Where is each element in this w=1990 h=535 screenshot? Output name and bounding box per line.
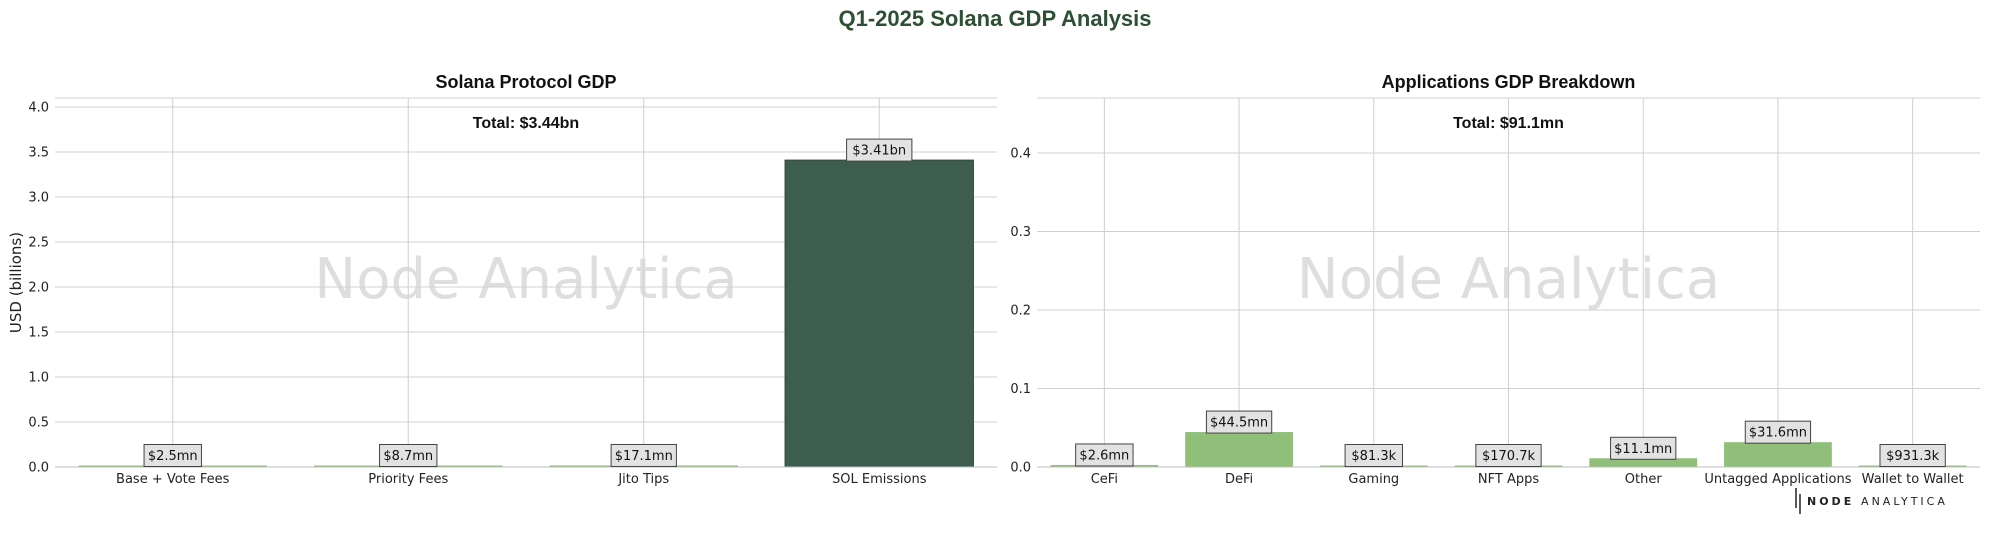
panel1-x-tick-label: Base + Vote Fees — [116, 472, 230, 487]
panel2-title: Applications GDP Breakdown — [1382, 72, 1636, 92]
panel2-x-tick-label: Untagged Applications — [1704, 472, 1851, 487]
panel1-data-label: $3.41bn — [852, 144, 906, 159]
panel2-data-label: $81.3k — [1351, 449, 1396, 464]
panel2-bar-defi — [1185, 432, 1293, 467]
panel2-y-tick-label: 0.1 — [1010, 382, 1031, 397]
panel2-x-tick-label: Other — [1625, 472, 1663, 487]
panel1-x-tick-label: Priority Fees — [368, 472, 448, 487]
panel2-bar-other — [1589, 458, 1698, 467]
panel1-title: Solana Protocol GDP — [435, 72, 616, 92]
panel2-y-tick-label: 0.3 — [1010, 225, 1031, 240]
panel2-data-label: $2.6mn — [1079, 448, 1129, 463]
panel1-y-axis-label: USD (billions) — [7, 232, 25, 333]
panel1-y-tick-label: 0.0 — [28, 461, 49, 476]
panel2-y-tick-label: 0.4 — [1010, 146, 1031, 161]
panel1-y-tick-label: 2.0 — [28, 281, 49, 296]
panel1-data-label-box — [143, 444, 202, 467]
panel2-x-tick-label: CeFi — [1091, 472, 1118, 487]
panel2-data-label: $931.3k — [1886, 449, 1939, 464]
panel2-data-label-box — [1344, 444, 1403, 467]
panel1-y-tick-label: 2.5 — [28, 236, 49, 251]
panel2-x-tick-label: Gaming — [1348, 472, 1399, 487]
panel1-data-label: $8.7mn — [383, 449, 433, 464]
panel1-y-tick-label: 3.5 — [28, 146, 49, 161]
panel1-watermark: Node Analytica — [314, 247, 737, 312]
panel2-data-label-box — [1475, 444, 1542, 467]
panel2-x-tick-label: Wallet to Wallet — [1862, 472, 1964, 487]
panel1-data-label-box — [610, 443, 677, 467]
panel1-data-label-box — [379, 444, 438, 467]
logo-wordmark: NODE ANALYTICA — [1807, 495, 1948, 508]
panel1-x-tick-label: SOL Emissions — [832, 472, 927, 487]
panel2-data-label-box — [1075, 443, 1134, 467]
panel2-data-label-box — [1610, 436, 1677, 460]
panel1-bar-sol-emissions — [784, 159, 974, 468]
panel1-x-tick-label: Jito Tips — [617, 472, 669, 487]
panel2-y-tick-label: 0.2 — [1010, 303, 1031, 318]
panel2-x-tick-label: NFT Apps — [1478, 472, 1539, 487]
panel2-y-tick-label: 0.0 — [1010, 461, 1031, 476]
panel2-bar-untagged-applications — [1724, 442, 1832, 467]
panel2-watermark: Node Analytica — [1297, 247, 1720, 312]
panel1-y-tick-label: 0.5 — [28, 416, 49, 431]
figure-title: Q1-2025 Solana GDP Analysis — [838, 6, 1151, 31]
panel2-data-label: $170.7k — [1482, 449, 1535, 464]
panel2-data-label: $11.1mn — [1614, 442, 1672, 457]
panel2-total-label: Total: $91.1mn — [1453, 115, 1564, 132]
panel2-data-label-box — [1205, 410, 1273, 434]
panel2-x-tick-label: DeFi — [1225, 472, 1253, 487]
panel2-data-label-box — [1879, 444, 1946, 467]
logo-word-light: ANALYTICA — [1861, 495, 1948, 508]
panel1-y-tick-label: 1.0 — [28, 371, 49, 386]
panel2-data-label: $31.6mn — [1749, 426, 1807, 441]
panel1-y-tick-label: 1.5 — [28, 326, 49, 341]
panel2-data-label-box — [1744, 420, 1812, 444]
panel1-data-label: $2.5mn — [148, 449, 198, 464]
panel1-total-label: Total: $3.44bn — [473, 115, 579, 132]
panel2-data-label: $44.5mn — [1210, 416, 1268, 431]
panel1-y-tick-label: 4.0 — [28, 101, 49, 116]
panel1-y-tick-label: 3.0 — [28, 191, 49, 206]
panel1-data-label: $17.1mn — [615, 449, 673, 464]
panel1-data-label-box — [846, 138, 913, 162]
logo-word-bold: NODE — [1807, 495, 1861, 508]
